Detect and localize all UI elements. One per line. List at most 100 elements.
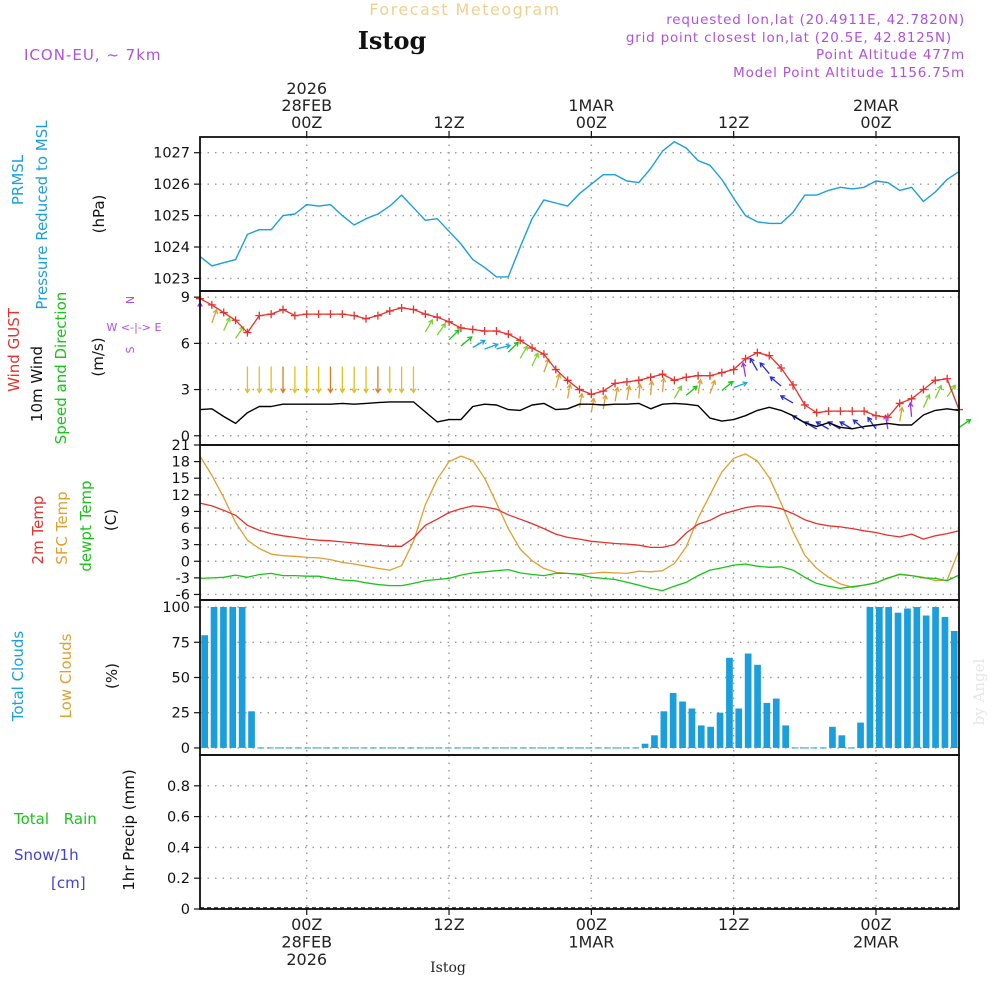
gust-marker xyxy=(267,310,276,319)
gust-marker xyxy=(468,325,477,334)
y-tick-label: 0.2 xyxy=(167,871,190,887)
wind-arrow xyxy=(223,317,231,331)
wind-arrow xyxy=(742,362,747,377)
gust-marker xyxy=(836,407,845,416)
wind-arrow-head xyxy=(839,421,845,427)
total-clouds-label: Total Clouds xyxy=(9,631,27,723)
bottom-time-label: 2026 xyxy=(286,950,327,969)
wind-arrow-head xyxy=(398,388,405,394)
wind-arrow xyxy=(769,376,782,387)
y-tick-label: 3 xyxy=(181,383,190,399)
top-time-label: 00Z xyxy=(576,113,607,132)
wind-arrow-head xyxy=(505,343,512,350)
cloud-bar xyxy=(201,635,208,748)
cloud-bar xyxy=(763,702,771,748)
y-tick-label: 0 xyxy=(181,902,190,918)
cloud-bar xyxy=(641,743,649,748)
product-title: Forecast Meteogram xyxy=(369,0,560,19)
wind-arrow xyxy=(816,421,829,430)
gust-marker xyxy=(919,385,928,394)
y-tick-label: 1023 xyxy=(153,271,190,287)
wind-arrow-head xyxy=(315,388,322,394)
wind-arrow xyxy=(673,385,682,399)
wind-arrow xyxy=(697,379,702,394)
total-rain-label: Total Rain xyxy=(13,810,97,828)
wind-arrow-head xyxy=(769,376,775,382)
wind-arrow-head xyxy=(410,388,417,394)
wind-arrow-head xyxy=(493,342,499,349)
snow-label: Snow/1h xyxy=(14,846,79,864)
compass-north: N xyxy=(124,296,137,304)
precip-unit-label: 1hr Precip (mm) xyxy=(120,769,138,890)
gust-marker xyxy=(338,310,347,319)
wind-arrow-head xyxy=(749,357,755,363)
bottom-time-label: 28FEB xyxy=(281,933,332,952)
wind-arrow-head xyxy=(815,421,821,427)
top-time-label: 28FEB xyxy=(281,96,332,115)
gust-marker xyxy=(871,411,880,420)
temp-2m-label: 2m Temp xyxy=(29,496,47,565)
cloud-bar xyxy=(697,725,705,748)
sfc-temp-line xyxy=(199,453,960,588)
wind-arrow-head xyxy=(467,336,473,342)
gust-marker xyxy=(682,373,691,382)
temp-unit-label: (C) xyxy=(102,509,120,531)
gust-marker xyxy=(907,394,916,403)
y-tick-label: 3 xyxy=(181,538,190,554)
cloud-bar xyxy=(838,735,846,748)
wind-arrow xyxy=(555,373,561,388)
gust-marker xyxy=(326,310,335,319)
wind-arrow-head xyxy=(759,361,765,368)
cloud-bar xyxy=(744,653,752,748)
wind-arrow xyxy=(590,398,595,413)
gust-marker xyxy=(611,379,620,388)
cloud-bar xyxy=(772,698,780,748)
wind-arrow-head xyxy=(351,388,358,394)
panel-frame xyxy=(199,136,960,292)
y-tick-label: 9 xyxy=(181,504,190,520)
wind-arrow-head xyxy=(692,385,698,391)
gust-marker xyxy=(219,308,228,317)
y-tick-label: -6 xyxy=(176,587,190,603)
wind-arrow-head xyxy=(327,388,334,394)
gust-marker xyxy=(314,310,323,319)
gust-marker xyxy=(741,354,750,363)
top-time-label: 00Z xyxy=(860,113,891,132)
wind-arrow xyxy=(650,381,653,396)
gust-marker xyxy=(860,407,869,416)
wind-arrow-head xyxy=(212,308,219,315)
y-tick-label: 0.4 xyxy=(167,840,190,856)
wind-arrow xyxy=(614,387,619,402)
gust-marker xyxy=(492,327,501,336)
cloud-bar xyxy=(782,725,789,748)
wind-arrow xyxy=(626,385,631,400)
wind-speed-line xyxy=(199,401,960,430)
wind-arrow xyxy=(709,380,716,394)
wind-arrow-head xyxy=(533,352,540,358)
wind-arrow xyxy=(749,358,758,371)
cloud-bar xyxy=(950,631,958,748)
y-tick-label: 50 xyxy=(172,671,190,687)
wind-arrow xyxy=(685,385,698,396)
gust-marker xyxy=(670,376,679,385)
cloud-bar xyxy=(829,726,836,748)
cloud-bar xyxy=(941,616,949,748)
y-tick-label: 1024 xyxy=(153,240,190,256)
requested-coords: requested lon,lat (20.4911E, 42.7820N) xyxy=(666,12,965,28)
cloud-bar xyxy=(913,607,921,748)
wind-arrow xyxy=(909,402,913,417)
wind-arrow-head xyxy=(555,372,562,379)
gust-marker xyxy=(777,364,786,372)
wind-arrow-head xyxy=(907,401,914,408)
wind-arrow-head xyxy=(677,385,683,391)
wind-arrow xyxy=(567,384,571,399)
model-label: ICON-EU, ~ 7km xyxy=(24,46,162,64)
gust-marker xyxy=(812,408,821,417)
cloud-bar xyxy=(735,708,743,748)
gust-marker xyxy=(931,376,940,385)
wind-arrow-head xyxy=(428,318,434,325)
cloud-bar xyxy=(904,608,911,748)
cloud-bar xyxy=(857,722,864,748)
cloud-bar xyxy=(726,657,733,748)
cloud-bar xyxy=(248,711,255,748)
